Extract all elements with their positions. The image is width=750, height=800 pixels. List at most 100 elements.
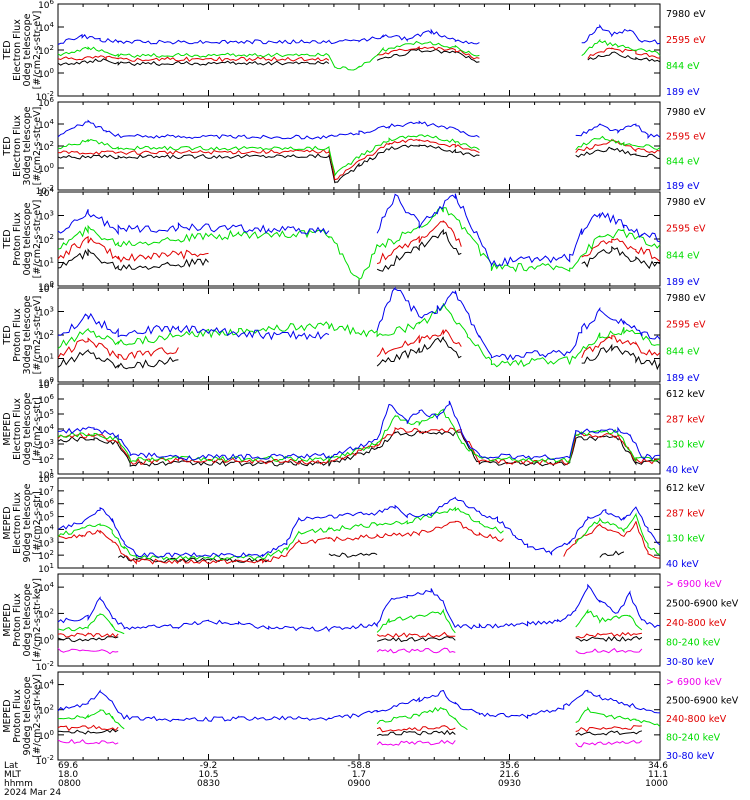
y-tick-label: 100 [38, 162, 54, 175]
y-tick-label: 103 [38, 438, 54, 451]
series-line-black [57, 144, 661, 184]
x-tick-mlt: 21.6 [499, 770, 519, 780]
y-tick-label: 100 [38, 376, 54, 389]
x-axis-row-label: Lat [4, 761, 19, 771]
series-line-red [57, 631, 642, 639]
series-line-green [57, 706, 661, 731]
legend-entry: 287 keV [666, 508, 705, 519]
y-tick-label: 107 [38, 485, 54, 498]
y-axis-label-line: 30deg telescope [22, 106, 33, 185]
y-tick-label: 100 [38, 280, 54, 293]
legend-entry: 40 keV [666, 465, 699, 476]
series-line-green [57, 506, 661, 561]
x-tick-lat: -9.2 [200, 761, 218, 771]
series-line-blue [57, 689, 661, 722]
y-axis-label-line: Proton Flux [12, 212, 23, 266]
y-tick-label: 104 [38, 21, 54, 34]
y-tick-label: 101 [38, 353, 54, 366]
series-line-blue [57, 119, 661, 140]
y-tick-label: 10-2 [36, 660, 54, 673]
series-line-black [57, 728, 643, 737]
y-tick-label: 10-2 [36, 184, 54, 197]
legend-entry: 80-240 keV [666, 638, 721, 649]
x-tick-hhmm: 0800 [58, 779, 81, 789]
series-line-blue [57, 193, 661, 268]
y-tick-label: 10-2 [36, 754, 54, 767]
y-tick-label: 102 [38, 607, 54, 620]
legend-entry: 7980 eV [666, 293, 706, 304]
y-tick-label: 108 [38, 472, 54, 485]
legend-entry: 7980 eV [666, 9, 706, 20]
legend-entry: 2595 eV [666, 35, 706, 46]
panel-frame [57, 191, 661, 287]
series-line-blue [57, 583, 661, 633]
series-line-green [57, 303, 661, 368]
legend-entry: 612 keV [666, 389, 705, 400]
y-tick-label: 104 [38, 282, 54, 295]
y-tick-label: 104 [38, 581, 54, 594]
y-tick-label: 106 [38, 0, 54, 11]
y-axis-label-line: 30deg telescope [22, 295, 33, 374]
legend-entry: 130 keV [666, 440, 705, 451]
series-line-red [57, 724, 642, 733]
series-line-black [57, 47, 661, 66]
y-tick-label: 100 [38, 634, 54, 647]
x-tick-hhmm: 1000 [645, 779, 668, 789]
y-tick-label: 101 [38, 562, 54, 575]
x-tick-lat: 35.6 [499, 761, 519, 771]
legend-entry: 30-80 keV [666, 657, 715, 668]
series-line-green [57, 608, 643, 635]
legend-entry: > 6900 keV [666, 579, 722, 590]
series-line-green [57, 134, 661, 177]
legend-entry: 844 eV [666, 250, 700, 261]
legend-entry: 2500-6900 keV [666, 599, 739, 610]
series-line-blue [57, 24, 661, 45]
legend-entry: 189 eV [666, 181, 700, 192]
y-axis-label-line: 0deg telescope [22, 583, 33, 656]
series-line-blue [58, 286, 661, 361]
series-line-red [57, 427, 661, 466]
y-tick-label: 102 [38, 44, 54, 57]
series-line-blue [57, 496, 661, 558]
legend-entry: 2595 eV [666, 320, 706, 331]
y-axis-label-line: Proton Flux [12, 593, 23, 647]
y-axis-label-line: MEPED [2, 699, 13, 732]
series-line-black [57, 336, 661, 371]
series-line-black [57, 228, 661, 272]
series-line-green [57, 206, 661, 281]
legend-entry: 240-800 keV [666, 714, 727, 725]
y-tick-label: 102 [38, 233, 54, 246]
y-tick-label: 106 [38, 393, 54, 406]
x-tick-mlt: 10.5 [198, 770, 218, 780]
x-tick-lat: -58.8 [347, 761, 371, 771]
series-line-red [57, 219, 661, 265]
legend-entry: 80-240 keV [666, 733, 721, 744]
legend-entry: 7980 eV [666, 197, 706, 208]
chart-panel-5: 107 106 105 104 103 102 101 MEPED Electron Flux 0… [2, 378, 705, 481]
y-axis-label-line: [#/cm2-s-str-eV] [32, 107, 43, 186]
chart-panel-4: 104 103 102 101 100 TED Proton Flux 30deg teles… [2, 282, 706, 389]
panel-frame [57, 287, 661, 383]
y-axis-label-line: Electron Flux [12, 398, 23, 460]
legend-entry: 2595 eV [666, 224, 706, 235]
y-axis-label-line: [#/cm2-s-str-eV] [32, 200, 43, 279]
x-tick-mlt: 11.1 [648, 770, 668, 780]
chart-panel-2: 106 104 102 100 10-2 TED Electron Flux 30deg te… [2, 96, 706, 197]
y-axis-label-line: Electron Flux [12, 19, 23, 81]
y-tick-label: 104 [38, 679, 54, 692]
y-tick-label: 102 [38, 549, 54, 562]
x-axis-row-label: hhmm [4, 779, 33, 789]
y-tick-label: 101 [38, 468, 54, 481]
chart-panel-1: 106 104 102 100 10-2 TED Electron Flux 0deg tel… [2, 0, 706, 103]
legend-entry: 7980 eV [666, 107, 706, 118]
y-axis-label-line: 0deg telescope [22, 392, 33, 465]
y-axis-label-line: 90deg telescope [22, 676, 33, 755]
series-line-black [57, 430, 661, 467]
y-axis-label-line: [#/cm2-s-str-eV] [32, 11, 43, 90]
y-tick-label: 100 [38, 729, 54, 742]
series-line-black [57, 635, 643, 643]
y-axis-label-line: [#/cm2-s-str] [32, 397, 43, 460]
legend-entry: 30-80 keV [666, 751, 715, 762]
legend-entry: 287 keV [666, 414, 705, 425]
